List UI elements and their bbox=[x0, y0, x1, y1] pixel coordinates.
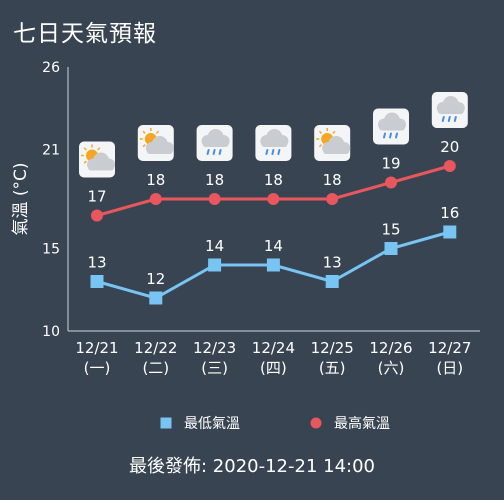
x-tick-label: 12/27 bbox=[428, 339, 471, 357]
x-tick-label: 12/21 bbox=[75, 339, 118, 357]
cloud-rain-icon bbox=[196, 125, 233, 161]
data-point bbox=[443, 160, 456, 172]
cloud-rain-icon bbox=[373, 108, 409, 145]
x-tick-label: 12/22 bbox=[134, 339, 177, 357]
partly-cloudy-sun-icon bbox=[79, 141, 115, 178]
data-label: 13 bbox=[323, 254, 342, 272]
page-title: 七日天氣預報 bbox=[13, 21, 157, 47]
legend-marker bbox=[310, 417, 322, 429]
x-tick-label: 12/24 bbox=[252, 339, 295, 357]
data-point bbox=[149, 193, 162, 205]
data-label: 14 bbox=[205, 237, 224, 255]
legend-label: 最高氣溫 bbox=[334, 415, 390, 432]
data-label: 18 bbox=[264, 171, 283, 189]
data-point bbox=[91, 209, 103, 222]
data-point bbox=[90, 275, 104, 288]
x-tick-weekday: (四) bbox=[260, 359, 287, 377]
y-tick-label: 21 bbox=[42, 143, 60, 159]
data-label: 18 bbox=[146, 171, 165, 189]
x-tick-weekday: (一) bbox=[84, 359, 111, 377]
data-label: 13 bbox=[87, 254, 106, 272]
data-label: 19 bbox=[381, 155, 400, 173]
data-point bbox=[267, 193, 280, 205]
y-tick-label: 15 bbox=[42, 242, 60, 258]
data-point bbox=[384, 242, 398, 255]
data-point bbox=[149, 291, 163, 305]
partly-cloudy-sun-icon bbox=[314, 125, 351, 161]
data-label: 18 bbox=[323, 171, 342, 189]
x-tick-weekday: (六) bbox=[378, 359, 405, 377]
data-label: 15 bbox=[381, 221, 400, 239]
data-point bbox=[443, 225, 457, 239]
cloud-rain-icon bbox=[431, 92, 468, 128]
data-point bbox=[326, 193, 339, 205]
legend-label: 最低氣溫 bbox=[184, 416, 240, 432]
data-label: 18 bbox=[205, 171, 224, 189]
data-point bbox=[266, 258, 280, 272]
y-tick-label: 10 bbox=[42, 324, 60, 340]
x-tick-weekday: (三) bbox=[201, 359, 228, 377]
data-label: 16 bbox=[440, 204, 459, 222]
data-label: 12 bbox=[146, 270, 165, 288]
data-label: 20 bbox=[440, 138, 459, 156]
y-tick-label: 26 bbox=[42, 60, 60, 76]
data-point bbox=[385, 176, 397, 189]
x-tick-weekday: (五) bbox=[319, 359, 346, 377]
x-tick-label: 12/26 bbox=[369, 339, 412, 357]
data-label: 14 bbox=[264, 237, 283, 255]
legend-marker bbox=[160, 417, 172, 429]
temperature-chart: 10 15 21 26 氣溫 (°C) 12/21 (一) 12/22 (二) 12/23 (三) 1… bbox=[11, 60, 480, 432]
x-tick-weekday: (二) bbox=[142, 359, 169, 377]
data-point bbox=[325, 275, 339, 288]
y-axis-label: 氣溫 (°C) bbox=[11, 162, 31, 235]
x-tick-weekday: (日) bbox=[436, 359, 463, 377]
data-point bbox=[208, 258, 222, 272]
data-point bbox=[208, 193, 221, 205]
data-label: 17 bbox=[87, 188, 106, 206]
cloud-rain-icon bbox=[255, 125, 292, 161]
x-tick-label: 12/25 bbox=[311, 339, 354, 357]
last-updated: 最後發佈: 2020-12-21 14:00 bbox=[129, 456, 375, 477]
x-tick-label: 12/23 bbox=[193, 339, 236, 357]
partly-cloudy-sun-icon bbox=[137, 125, 174, 161]
